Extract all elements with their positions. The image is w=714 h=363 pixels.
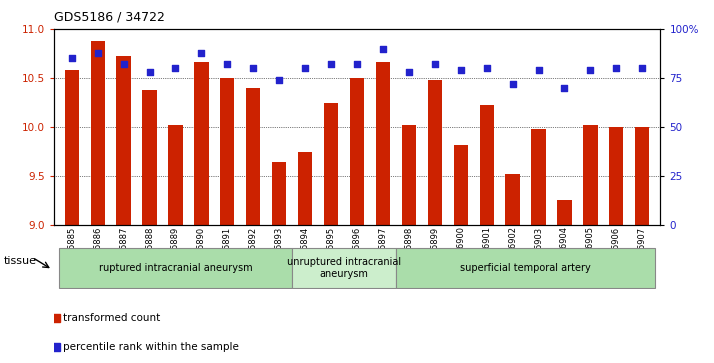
Point xyxy=(533,67,544,73)
Bar xyxy=(272,162,286,225)
Bar xyxy=(298,151,312,225)
Text: percentile rank within the sample: percentile rank within the sample xyxy=(63,342,239,352)
Bar xyxy=(428,80,442,225)
Bar xyxy=(635,127,650,225)
Point xyxy=(118,61,129,67)
FancyBboxPatch shape xyxy=(59,248,292,288)
Bar xyxy=(583,125,598,225)
Point xyxy=(403,69,415,75)
Bar xyxy=(220,78,234,225)
Point xyxy=(377,46,388,52)
Text: ruptured intracranial aneurysm: ruptured intracranial aneurysm xyxy=(99,263,252,273)
Point xyxy=(196,50,207,56)
Point xyxy=(273,77,285,83)
Bar xyxy=(506,174,520,225)
Point xyxy=(299,65,311,71)
Bar xyxy=(531,129,545,225)
Point xyxy=(481,65,493,71)
Bar xyxy=(194,62,208,225)
Text: superficial temporal artery: superficial temporal artery xyxy=(461,263,591,273)
Bar xyxy=(142,90,156,225)
Point xyxy=(585,67,596,73)
Point xyxy=(351,61,363,67)
Point xyxy=(610,65,622,71)
Text: GDS5186 / 34722: GDS5186 / 34722 xyxy=(54,11,164,24)
FancyBboxPatch shape xyxy=(292,248,396,288)
Point xyxy=(455,67,466,73)
Bar xyxy=(558,200,572,225)
Bar xyxy=(350,78,364,225)
Bar xyxy=(116,57,131,225)
Point xyxy=(326,61,337,67)
Bar xyxy=(246,88,261,225)
Text: unruptured intracranial
aneurysm: unruptured intracranial aneurysm xyxy=(287,257,401,278)
Point xyxy=(507,81,518,87)
Point xyxy=(559,85,570,91)
Bar xyxy=(169,125,183,225)
Bar xyxy=(376,62,390,225)
Point xyxy=(248,65,259,71)
Bar xyxy=(64,70,79,225)
Point xyxy=(170,65,181,71)
Point xyxy=(637,65,648,71)
Bar xyxy=(91,41,105,225)
Text: transformed count: transformed count xyxy=(63,313,160,323)
Bar xyxy=(324,102,338,225)
Point xyxy=(66,56,77,61)
Bar xyxy=(609,127,623,225)
Bar xyxy=(453,145,468,225)
Bar xyxy=(402,125,416,225)
Text: tissue: tissue xyxy=(4,256,36,266)
Point xyxy=(92,50,104,56)
Bar xyxy=(480,106,494,225)
Point xyxy=(221,61,233,67)
Point xyxy=(429,61,441,67)
FancyBboxPatch shape xyxy=(396,248,655,288)
Point xyxy=(144,69,155,75)
